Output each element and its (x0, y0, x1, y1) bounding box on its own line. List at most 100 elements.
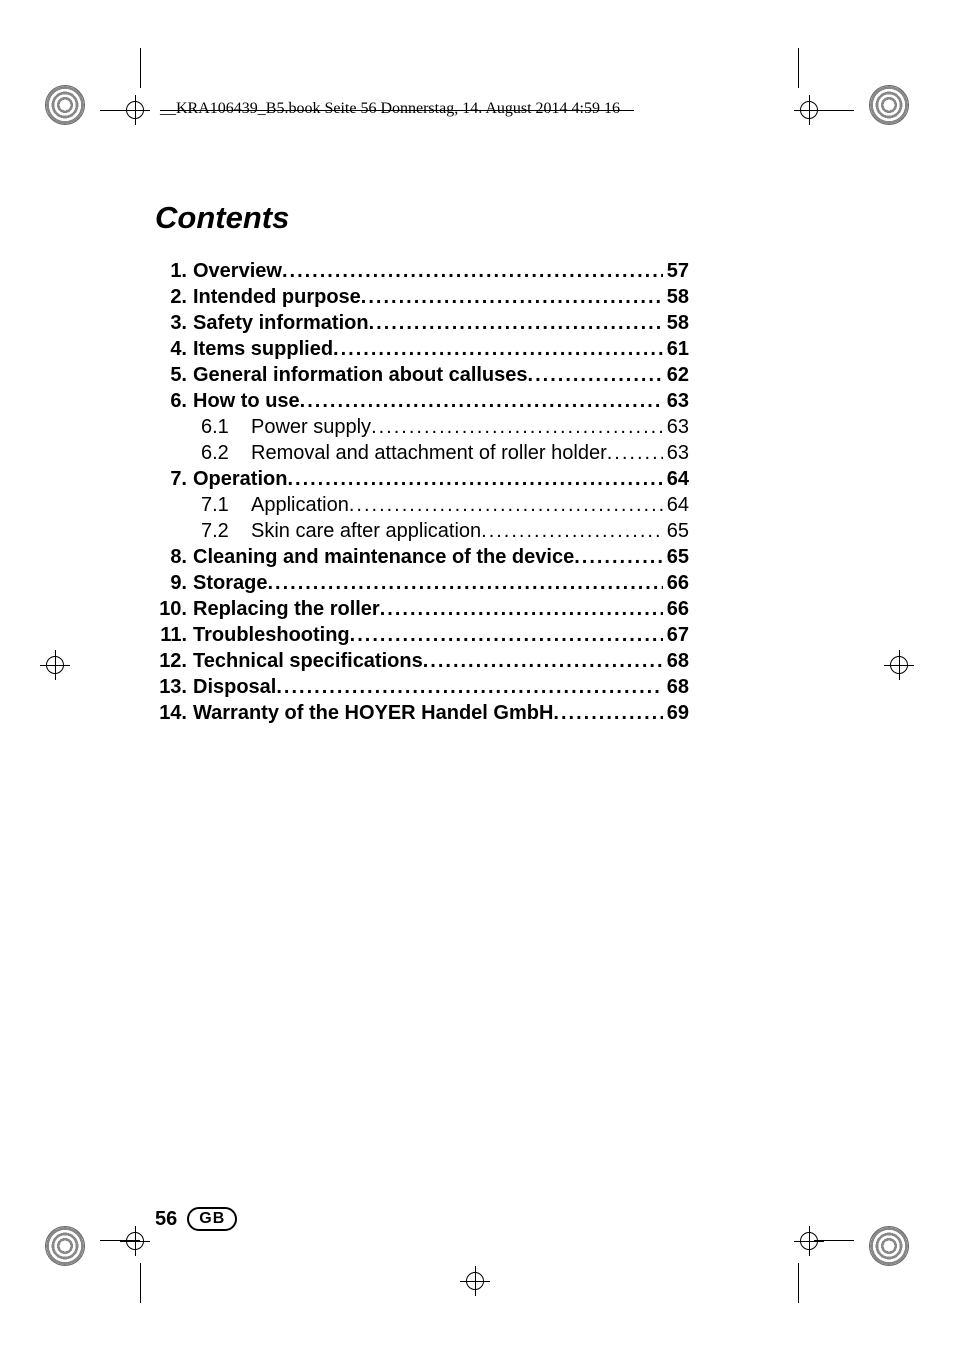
toc-subnum: 6.1 (193, 416, 251, 439)
toc-page: 63 (663, 442, 689, 465)
toc-label: Application (251, 494, 349, 517)
page-title: Contents (155, 200, 689, 236)
toc-number: 8. (155, 546, 193, 569)
toc-label: Disposal (193, 676, 276, 699)
toc-label: Intended purpose (193, 286, 361, 309)
toc-dots: ........................................… (528, 364, 663, 387)
registration-mark-br (794, 1226, 824, 1256)
toc-page: 66 (663, 598, 689, 621)
crop-circle-br (869, 1226, 909, 1266)
toc-page: 64 (663, 468, 689, 491)
footer-page-number: 56 (155, 1208, 177, 1231)
toc-label: Overview (193, 260, 282, 283)
toc-dots: ........................................… (287, 468, 662, 491)
content-area: Contents 1.Overview ....................… (155, 200, 689, 728)
toc-number: 10. (155, 598, 193, 621)
toc-dots: ........................................… (380, 598, 663, 621)
toc-row: 9.Storage ..............................… (155, 572, 689, 595)
crop-line (814, 1240, 854, 1241)
toc-page: 69 (663, 702, 689, 725)
toc-subnum: 7.2 (193, 520, 251, 543)
toc-number: 9. (155, 572, 193, 595)
toc-page: 63 (663, 416, 689, 439)
toc-page: 68 (663, 650, 689, 673)
crop-line (798, 48, 799, 88)
toc-page: 58 (663, 312, 689, 335)
crop-circle-tl (45, 85, 85, 125)
toc-number: 3. (155, 312, 193, 335)
registration-mark-bc (460, 1266, 490, 1296)
toc-row: 13.Disposal ............................… (155, 676, 689, 699)
toc-row: 7.Operation ............................… (155, 468, 689, 491)
toc-row: 8.Cleaning and maintenance of the device… (155, 546, 689, 569)
toc-label: Power supply (251, 416, 371, 439)
toc-row: 14.Warranty of the HOYER Handel GmbH ...… (155, 702, 689, 725)
toc-label: Troubleshooting (193, 624, 350, 647)
toc-row: 2.Intended purpose .....................… (155, 286, 689, 309)
crop-line (814, 110, 854, 111)
toc-row: 6.2Removal and attachment of roller hold… (155, 442, 689, 465)
toc-dots: ........................................… (607, 442, 663, 465)
toc-number: 11. (155, 624, 193, 647)
toc-page: 62 (663, 364, 689, 387)
toc-label: Cleaning and maintenance of the device (193, 546, 574, 569)
toc-number: 4. (155, 338, 193, 361)
toc-row: 11.Troubleshooting .....................… (155, 624, 689, 647)
toc-dots: ........................................… (349, 494, 663, 517)
toc-number: 5. (155, 364, 193, 387)
header-text: __KRA106439_B5.book Seite 56 Donnerstag,… (160, 100, 620, 118)
crop-circle-tr (869, 85, 909, 125)
toc-number: 7. (155, 468, 193, 491)
toc-label: Storage (193, 572, 267, 595)
toc-dots: ........................................… (282, 260, 663, 283)
crop-circle-bl (45, 1226, 85, 1266)
toc-row: 7.1Application..........................… (155, 494, 689, 517)
toc-dots: ........................................… (369, 312, 663, 335)
toc-row: 1.Overview .............................… (155, 260, 689, 283)
toc-dots: ........................................… (481, 520, 663, 543)
toc-dots: ........................................… (371, 416, 663, 439)
toc-row: 7.2Skin care after application..........… (155, 520, 689, 543)
toc-label: Removal and attachment of roller holder (251, 442, 607, 465)
toc-label: Skin care after application (251, 520, 481, 543)
toc-number: 12. (155, 650, 193, 673)
toc-number: 2. (155, 286, 193, 309)
toc-label: Items supplied (193, 338, 333, 361)
toc-row: 6.1Power supply.........................… (155, 416, 689, 439)
toc-number: 6. (155, 390, 193, 413)
toc-page: 65 (663, 520, 689, 543)
toc-dots: ........................................… (333, 338, 663, 361)
toc-subnum: 7.1 (193, 494, 251, 517)
toc-label: How to use (193, 390, 300, 413)
toc-label: General information about calluses (193, 364, 528, 387)
toc-dots: ........................................… (276, 676, 662, 699)
toc-dots: ........................................… (300, 390, 663, 413)
footer: 56 GB (155, 1207, 237, 1231)
crop-line (100, 1240, 140, 1241)
registration-mark-bl (120, 1226, 150, 1256)
registration-mark-mr (884, 650, 914, 680)
toc-container: 1.Overview .............................… (155, 260, 689, 725)
toc-number: 1. (155, 260, 193, 283)
crop-line (140, 48, 141, 88)
crop-line (798, 1263, 799, 1303)
toc-dots: ........................................… (267, 572, 662, 595)
header-line (160, 110, 634, 111)
toc-subnum: 6.2 (193, 442, 251, 465)
toc-page: 66 (663, 572, 689, 595)
toc-row: 6.How to use ...........................… (155, 390, 689, 413)
toc-row: 4.Items supplied .......................… (155, 338, 689, 361)
toc-page: 63 (663, 390, 689, 413)
toc-row: 3.Safety information ...................… (155, 312, 689, 335)
toc-number: 14. (155, 702, 193, 725)
toc-dots: ........................................… (361, 286, 663, 309)
toc-page: 57 (663, 260, 689, 283)
toc-label: Safety information (193, 312, 369, 335)
toc-page: 68 (663, 676, 689, 699)
toc-page: 61 (663, 338, 689, 361)
toc-number: 13. (155, 676, 193, 699)
toc-label: Warranty of the HOYER Handel GmbH (193, 702, 553, 725)
toc-row: 12.Technical specifications ............… (155, 650, 689, 673)
toc-row: 5.General information about calluses ...… (155, 364, 689, 387)
toc-page: 58 (663, 286, 689, 309)
